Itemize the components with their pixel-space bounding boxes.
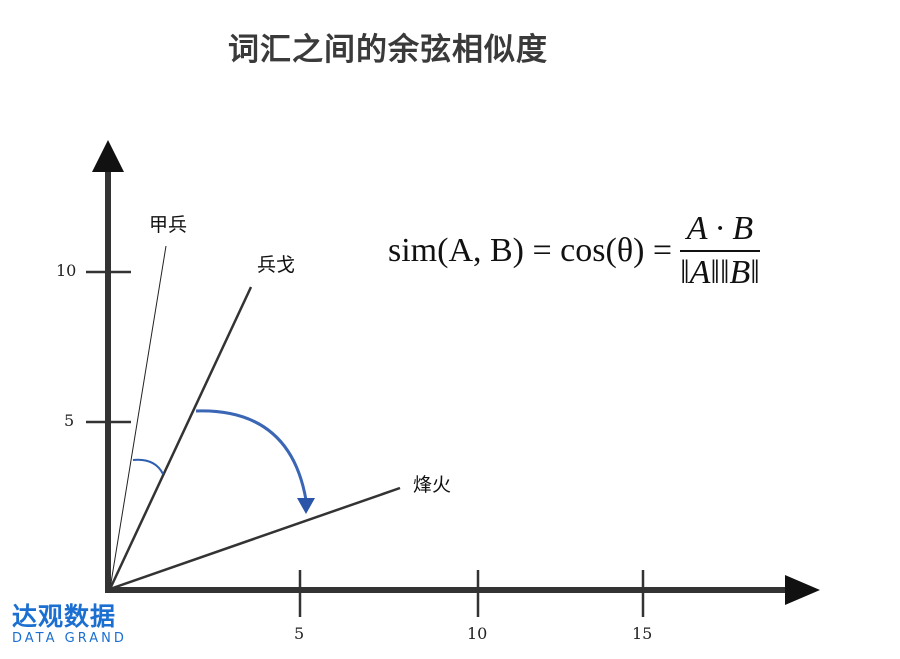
x-tick-label: 10 [467, 624, 488, 643]
y-tick-label: 5 [64, 411, 75, 430]
logo: 达观数据 DATA GRAND [12, 603, 127, 647]
vector-jiabing [109, 245, 167, 590]
page-title: 词汇之间的余弦相似度 [228, 32, 548, 68]
y-axis-arrow-icon [92, 140, 124, 172]
large-angle-arc [195, 409, 308, 501]
logo-cn: 达观数据 [12, 602, 117, 631]
vector-label-jiabing: 甲兵 [149, 214, 188, 236]
formula-denominator: ‖A‖‖B‖ [680, 254, 760, 291]
vector-binge [108, 286, 253, 590]
logo-en: DATA GRAND [12, 631, 127, 646]
vector-fenghuo [109, 486, 401, 591]
vector-label-binge: 兵戈 [257, 254, 296, 276]
x-tick-label: 15 [632, 624, 653, 643]
formula-fraction: A · B ‖A‖‖B‖ [680, 210, 760, 292]
fraction-bar [680, 250, 760, 252]
arc-arrowhead-icon [297, 498, 315, 514]
vector-label-fenghuo: 烽火 [413, 474, 452, 496]
formula-numerator: A · B [686, 210, 754, 247]
x-axis-arrow-icon [785, 575, 820, 605]
small-angle-arc [132, 458, 164, 475]
formula-lhs: sim(A, B) = cos(θ) = [388, 232, 673, 269]
y-tick-label: 10 [56, 261, 77, 280]
cosine-formula: sim(A, B) = cos(θ) = A · B ‖A‖‖B‖ [388, 210, 760, 292]
x-tick-label: 5 [294, 624, 305, 643]
